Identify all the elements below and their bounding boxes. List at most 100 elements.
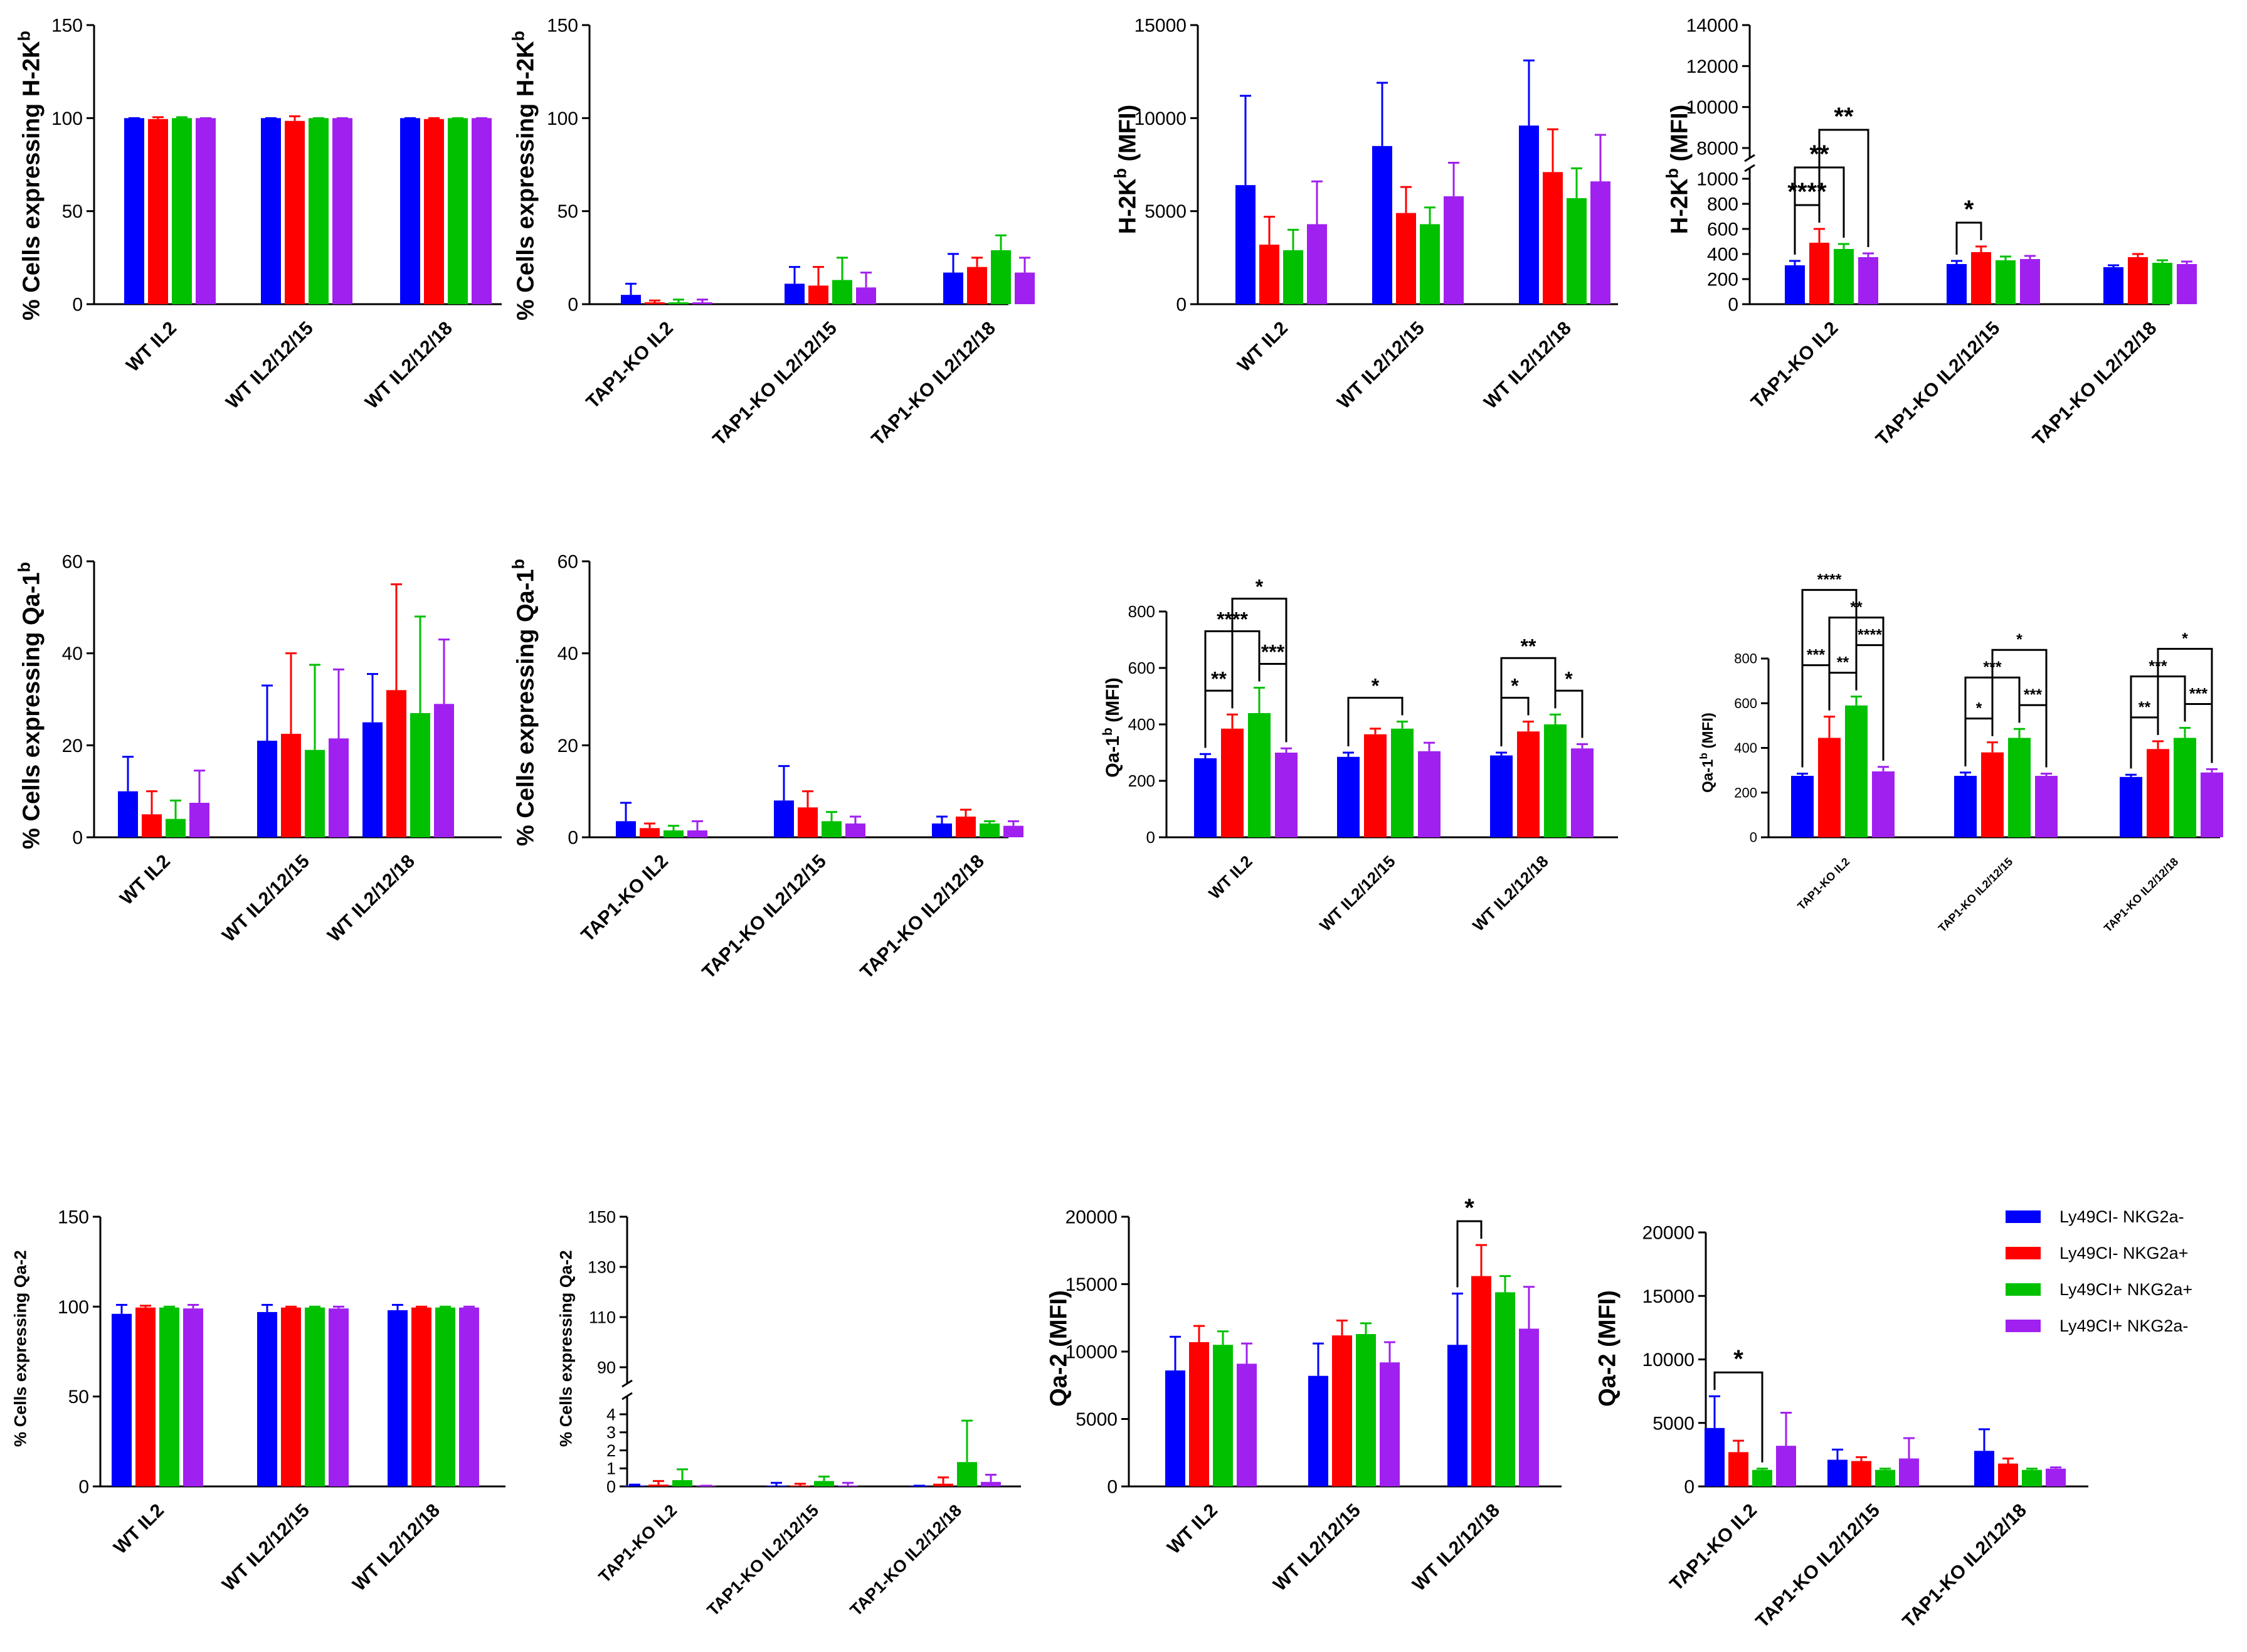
significance-label: ***: [2024, 686, 2042, 704]
x-category-label: WT IL2: [1205, 852, 1256, 903]
y-axis-label: % Cells expressing Qa-1b: [14, 562, 45, 849]
legend-label: Ly49CI- NKG2a-: [2059, 1207, 2184, 1226]
x-category-label: TAP1-KO IL2: [595, 1501, 680, 1586]
bar-purple: [2035, 776, 2058, 837]
bar-purple: [329, 738, 349, 837]
bar-blue: [774, 800, 794, 837]
bar-green: [672, 1480, 692, 1486]
y-tick-label: 1: [606, 1459, 616, 1478]
significance-label: *: [1964, 196, 1974, 223]
y-tick-label: 14000: [1686, 16, 1738, 36]
bar-purple: [2020, 259, 2040, 304]
bar-green: [822, 821, 842, 837]
axis-break-mark: [1744, 154, 1755, 162]
bar-blue: [1337, 756, 1360, 837]
x-category-label: TAP1-KO IL2/12/18: [857, 851, 988, 983]
axis-break-mark: [1744, 164, 1755, 172]
y-tick-label: 800: [1707, 194, 1738, 215]
bar-purple: [1872, 771, 1895, 837]
significance-label: *: [1511, 675, 1519, 697]
x-category-label: WT IL2/12/15: [1333, 318, 1429, 413]
y-tick-label: 600: [1734, 696, 1757, 711]
y-tick-label: 15000: [1134, 16, 1187, 36]
significance-label: ****: [1787, 178, 1827, 206]
bar-green: [1834, 249, 1854, 304]
legend-item: Ly49CI- NKG2a+: [2006, 1237, 2238, 1269]
bar-green: [435, 1307, 455, 1486]
y-tick-label: 15000: [1065, 1274, 1118, 1295]
bar-green: [305, 1307, 325, 1486]
y-tick-label: 200: [1128, 771, 1155, 790]
significance-bracket: [2157, 647, 2213, 763]
bar-green: [991, 250, 1011, 304]
y-axis-label-superscript: b: [509, 559, 527, 569]
y-tick-label: 10000: [1642, 1350, 1695, 1370]
bar-purple: [1237, 1363, 1257, 1486]
y-axis-label: % Cells expressing H-2Kb: [14, 31, 45, 320]
y-tick-label: 0: [78, 1477, 89, 1498]
bar-green: [1495, 1292, 1515, 1486]
bar-purple: [1015, 272, 1035, 304]
bar-green: [957, 1462, 977, 1486]
y-tick-label: 10000: [1065, 1342, 1118, 1363]
y-tick-label: 10000: [1134, 109, 1187, 129]
significance-label: **: [1211, 667, 1227, 690]
bar-purple: [332, 118, 352, 305]
bar-green: [832, 280, 852, 304]
bar-green: [1875, 1469, 1895, 1486]
bar-green: [1283, 250, 1303, 304]
x-category-label: TAP1-KO IL2/12/15: [709, 318, 841, 450]
y-tick-label: 0: [1728, 295, 1738, 315]
x-category-label: TAP1-KO IL2: [1747, 318, 1842, 413]
y-axis-label-superscript: b: [14, 31, 33, 41]
chart-panel-b3: 0 200 400 600 800 Qa-1b (MFI) WT IL2 WT IL2/12/…: [1101, 576, 1618, 935]
y-tick-label: 15000: [1642, 1286, 1695, 1307]
y-tick-label: 0: [606, 1477, 616, 1496]
bar-green: [1752, 1469, 1772, 1486]
bar-green: [309, 118, 329, 305]
legend-label: Ly49CI- NKG2a+: [2059, 1243, 2189, 1263]
y-tick-label: 50: [558, 201, 578, 222]
chart-panel-b2: 0 20 40 60 % Cells expressing Qa-1b TAP1-KO I…: [509, 552, 1023, 983]
y-axis-label-main: Qa-1: [1102, 736, 1123, 778]
bar-green: [1420, 224, 1440, 304]
x-category-label: WT IL2/12/18: [1409, 1500, 1504, 1596]
x-category-label: WT IL2/12/15: [222, 318, 317, 413]
x-category-label: TAP1-KO IL2/12/15: [1936, 855, 2015, 935]
x-category-label: WT IL2/12/15: [1316, 852, 1399, 935]
bar-green: [669, 302, 689, 304]
y-tick-label: 60: [558, 552, 578, 573]
bar-purple: [1444, 196, 1464, 304]
bar-blue: [932, 823, 952, 837]
axis-break-mark: [621, 1392, 633, 1400]
y-tick-label: 130: [588, 1258, 616, 1276]
bar-blue: [1165, 1370, 1185, 1486]
bar-blue: [362, 722, 383, 837]
x-category-label: WT IL2/12/15: [1269, 1500, 1365, 1596]
significance-label: **: [1837, 654, 1849, 672]
significance-label: **: [2139, 699, 2151, 716]
bar-blue: [112, 1313, 132, 1486]
bar-red: [1809, 243, 1829, 304]
bar-red: [281, 734, 301, 837]
bar-purple: [329, 1308, 349, 1486]
bar-purple: [189, 803, 209, 837]
y-axis-label-main: % Cells expressing Qa-2: [557, 1250, 576, 1447]
bar-red: [1971, 252, 1991, 304]
y-axis-label: % Cells expressing H-2Kb: [509, 31, 539, 320]
bar-blue: [261, 118, 281, 305]
bar-purple: [1899, 1458, 1919, 1486]
bar-green: [814, 1481, 834, 1486]
bar-purple: [1776, 1446, 1796, 1486]
bar-red: [648, 1485, 669, 1486]
significance-label: ***: [1807, 647, 1825, 664]
bar-red: [281, 1307, 301, 1486]
y-axis-label-suffix: (MFI): [1102, 677, 1123, 728]
legend-item: Ly49CI+ NKG2a-: [2006, 1310, 2238, 1342]
y-tick-label: 150: [547, 16, 578, 36]
bar-blue: [1705, 1427, 1725, 1486]
significance-label: ***: [1261, 641, 1285, 664]
bar-purple: [1380, 1362, 1400, 1486]
y-tick-label: 150: [51, 16, 83, 36]
bar-purple: [692, 302, 712, 304]
